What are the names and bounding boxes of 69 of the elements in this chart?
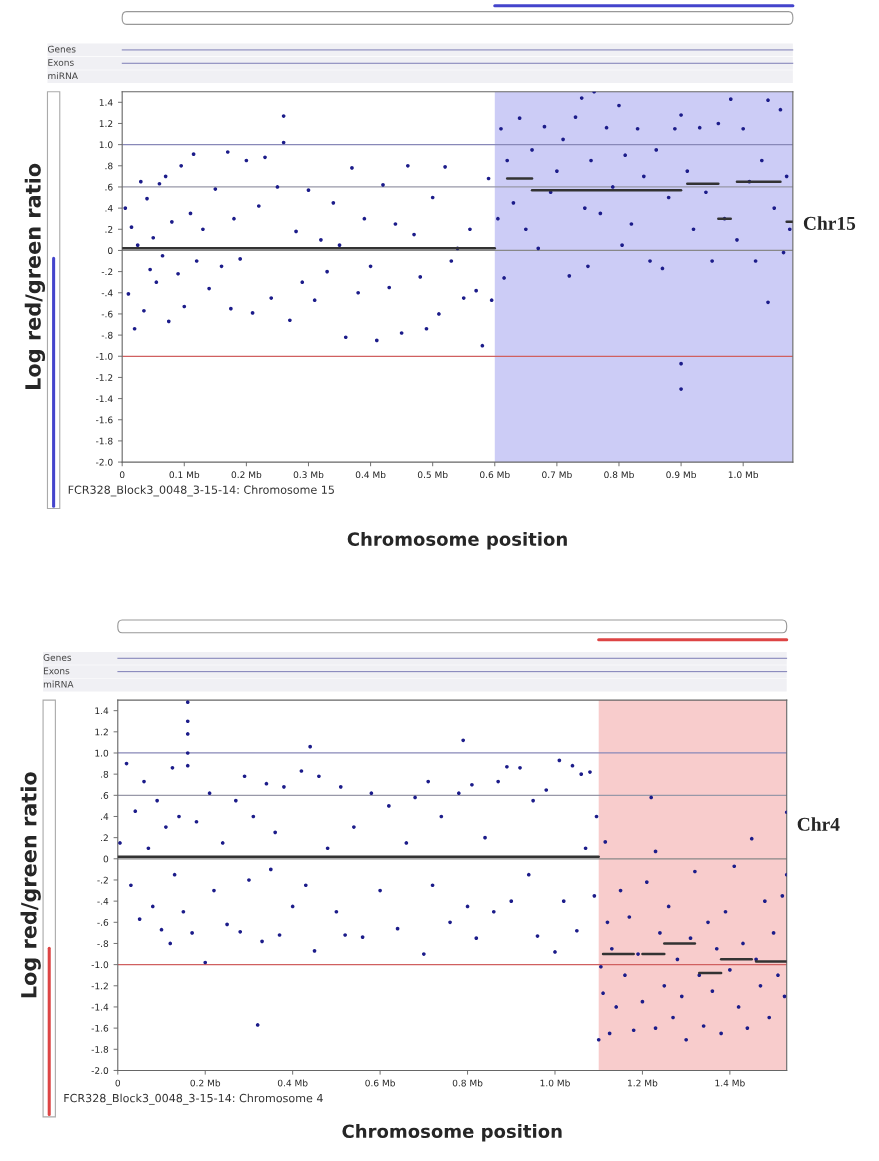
text: Exons xyxy=(43,667,70,675)
y-tick-label: -1.6 xyxy=(91,1024,109,1032)
y-tick-label: -1.4 xyxy=(91,1003,109,1011)
y-tick-label: 1.4 xyxy=(95,707,109,715)
x-tick-label: 0.6 Mb xyxy=(480,471,510,479)
y-tick-label: -.2 xyxy=(101,268,113,276)
y-tick-label: .6 xyxy=(101,792,109,799)
y-tick-label: .8 xyxy=(105,162,113,170)
x-tick-label: 0.2 Mb xyxy=(231,471,262,479)
x-tick-label: 0.2 Mb xyxy=(190,1079,221,1087)
text: Chr4 xyxy=(797,817,840,831)
y-tick-label: 0 xyxy=(108,247,113,254)
x-tick-label: 0.4 Mb xyxy=(355,471,386,479)
text: miRNA xyxy=(43,680,74,688)
y-tick-label: -1.2 xyxy=(91,982,108,990)
text: Exons xyxy=(48,59,74,66)
x-tick-label: 0.7 Mb xyxy=(542,471,572,479)
x-tick-label: 1.0 Mb xyxy=(540,1079,570,1087)
y-axis-title: Log red/green ratio xyxy=(24,163,46,389)
y-tick-label: -.4 xyxy=(97,897,109,905)
text: Genes xyxy=(47,45,76,53)
text: Chr15 xyxy=(803,216,856,230)
y-tick-label: .4 xyxy=(101,813,109,820)
y-tick-label: -2.0 xyxy=(91,1067,109,1074)
x-tick-label: 0 xyxy=(115,1079,121,1087)
y-tick-label: -.6 xyxy=(101,310,113,318)
y-tick-label: .4 xyxy=(105,204,113,212)
y-tick-label: -1.4 xyxy=(95,395,113,403)
y-tick-label: -1.6 xyxy=(95,416,113,424)
text: miRNA xyxy=(48,72,78,80)
y-tick-label: -.2 xyxy=(97,876,108,884)
text: FCR328_Block3_0048_3-15-14: Chromosome 15 xyxy=(68,485,334,497)
x-tick-label: 0.9 Mb xyxy=(666,471,696,479)
x-tick-label: 0.8 Mb xyxy=(452,1079,483,1087)
x-tick-label: 1.4 Mb xyxy=(715,1079,745,1087)
y-tick-label: -1.0 xyxy=(91,961,109,969)
y-tick-label: 1.2 xyxy=(95,728,108,736)
y-tick-label: .8 xyxy=(101,770,109,778)
y-tick-label: -2.0 xyxy=(95,458,113,466)
y-tick-label: 1.4 xyxy=(99,99,113,106)
x-tick-label: 1.0 Mb xyxy=(728,471,759,479)
y-tick-label: .6 xyxy=(105,183,113,191)
y-tick-label: -1.8 xyxy=(91,1046,109,1053)
y-tick-label: .2 xyxy=(105,226,113,233)
x-axis-title: Chromosome position xyxy=(347,531,567,550)
y-tick-label: 1.0 xyxy=(95,749,109,757)
y-tick-label: -.4 xyxy=(101,289,113,297)
x-tick-label: 0.8 Mb xyxy=(604,471,634,479)
y-tick-label: -1.0 xyxy=(95,352,113,360)
text: Genes xyxy=(43,654,72,661)
y-tick-label: 0 xyxy=(103,855,109,863)
x-tick-label: 0.4 Mb xyxy=(277,1079,308,1087)
y-tick-label: 1.0 xyxy=(99,141,113,149)
y-tick-label: -.8 xyxy=(101,331,113,339)
y-tick-label: .2 xyxy=(101,834,108,842)
text: FCR328_Block3_0048_3-15-14: Chromosome 4 xyxy=(64,1093,323,1105)
y-tick-label: 1.2 xyxy=(99,120,113,127)
x-tick-label: 0.3 Mb xyxy=(293,471,324,479)
x-tick-label: 0.6 Mb xyxy=(365,1079,395,1087)
y-axis-title: Log red/green ratio xyxy=(20,772,41,998)
x-tick-label: 0 xyxy=(119,471,125,479)
x-tick-label: 0.1 Mb xyxy=(169,471,200,479)
y-tick-label: -1.8 xyxy=(95,437,113,445)
y-tick-label: -1.2 xyxy=(95,374,113,381)
y-tick-label: -.8 xyxy=(97,940,109,948)
x-tick-label: 1.2 Mb xyxy=(628,1079,658,1087)
x-tick-label: 0.5 Mb xyxy=(417,471,448,479)
x-axis-title: Chromosome position xyxy=(342,1124,562,1142)
y-tick-label: -.6 xyxy=(97,919,109,926)
